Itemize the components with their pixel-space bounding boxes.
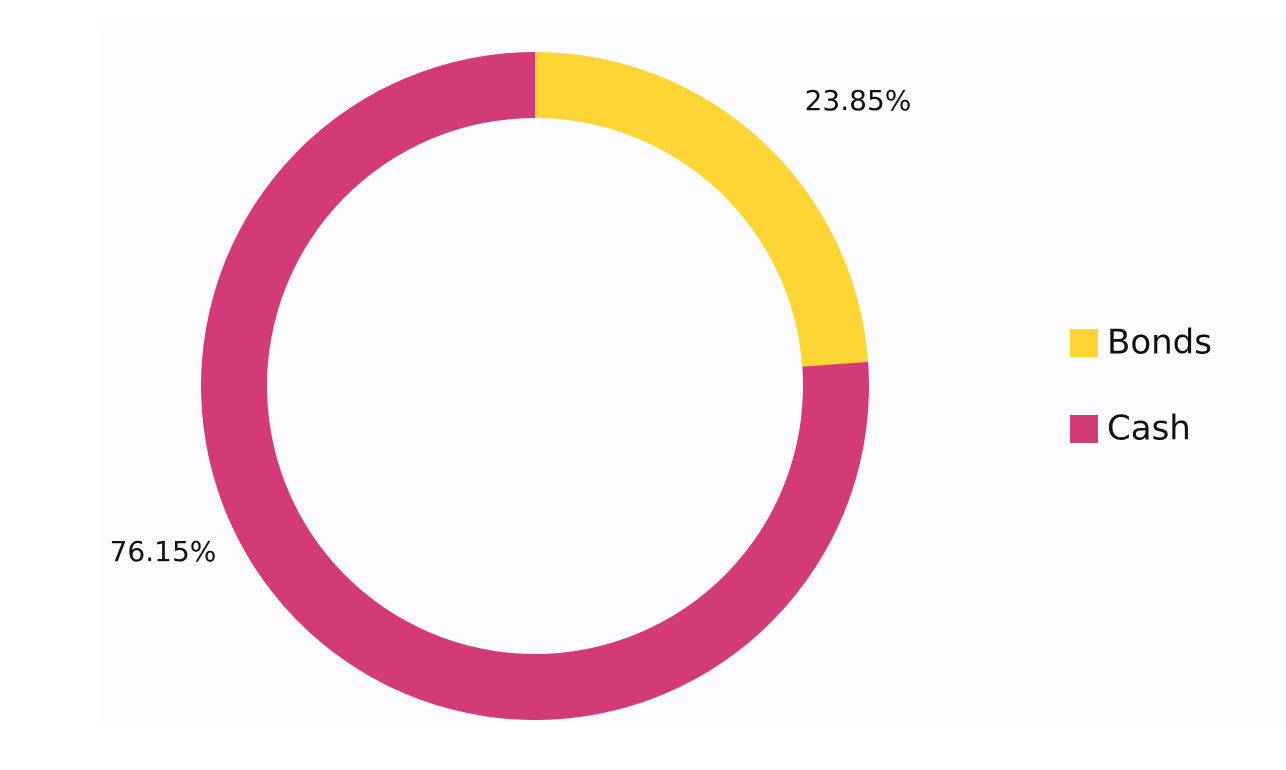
- legend-label: Cash: [1107, 409, 1191, 449]
- legend-label: Bonds: [1107, 323, 1212, 363]
- legend-swatch: [1070, 329, 1098, 357]
- value-label: 23.85%: [805, 84, 912, 117]
- legend-swatch: [1070, 415, 1098, 443]
- donut-segment: [535, 52, 869, 367]
- value-label: 76.15%: [110, 535, 217, 568]
